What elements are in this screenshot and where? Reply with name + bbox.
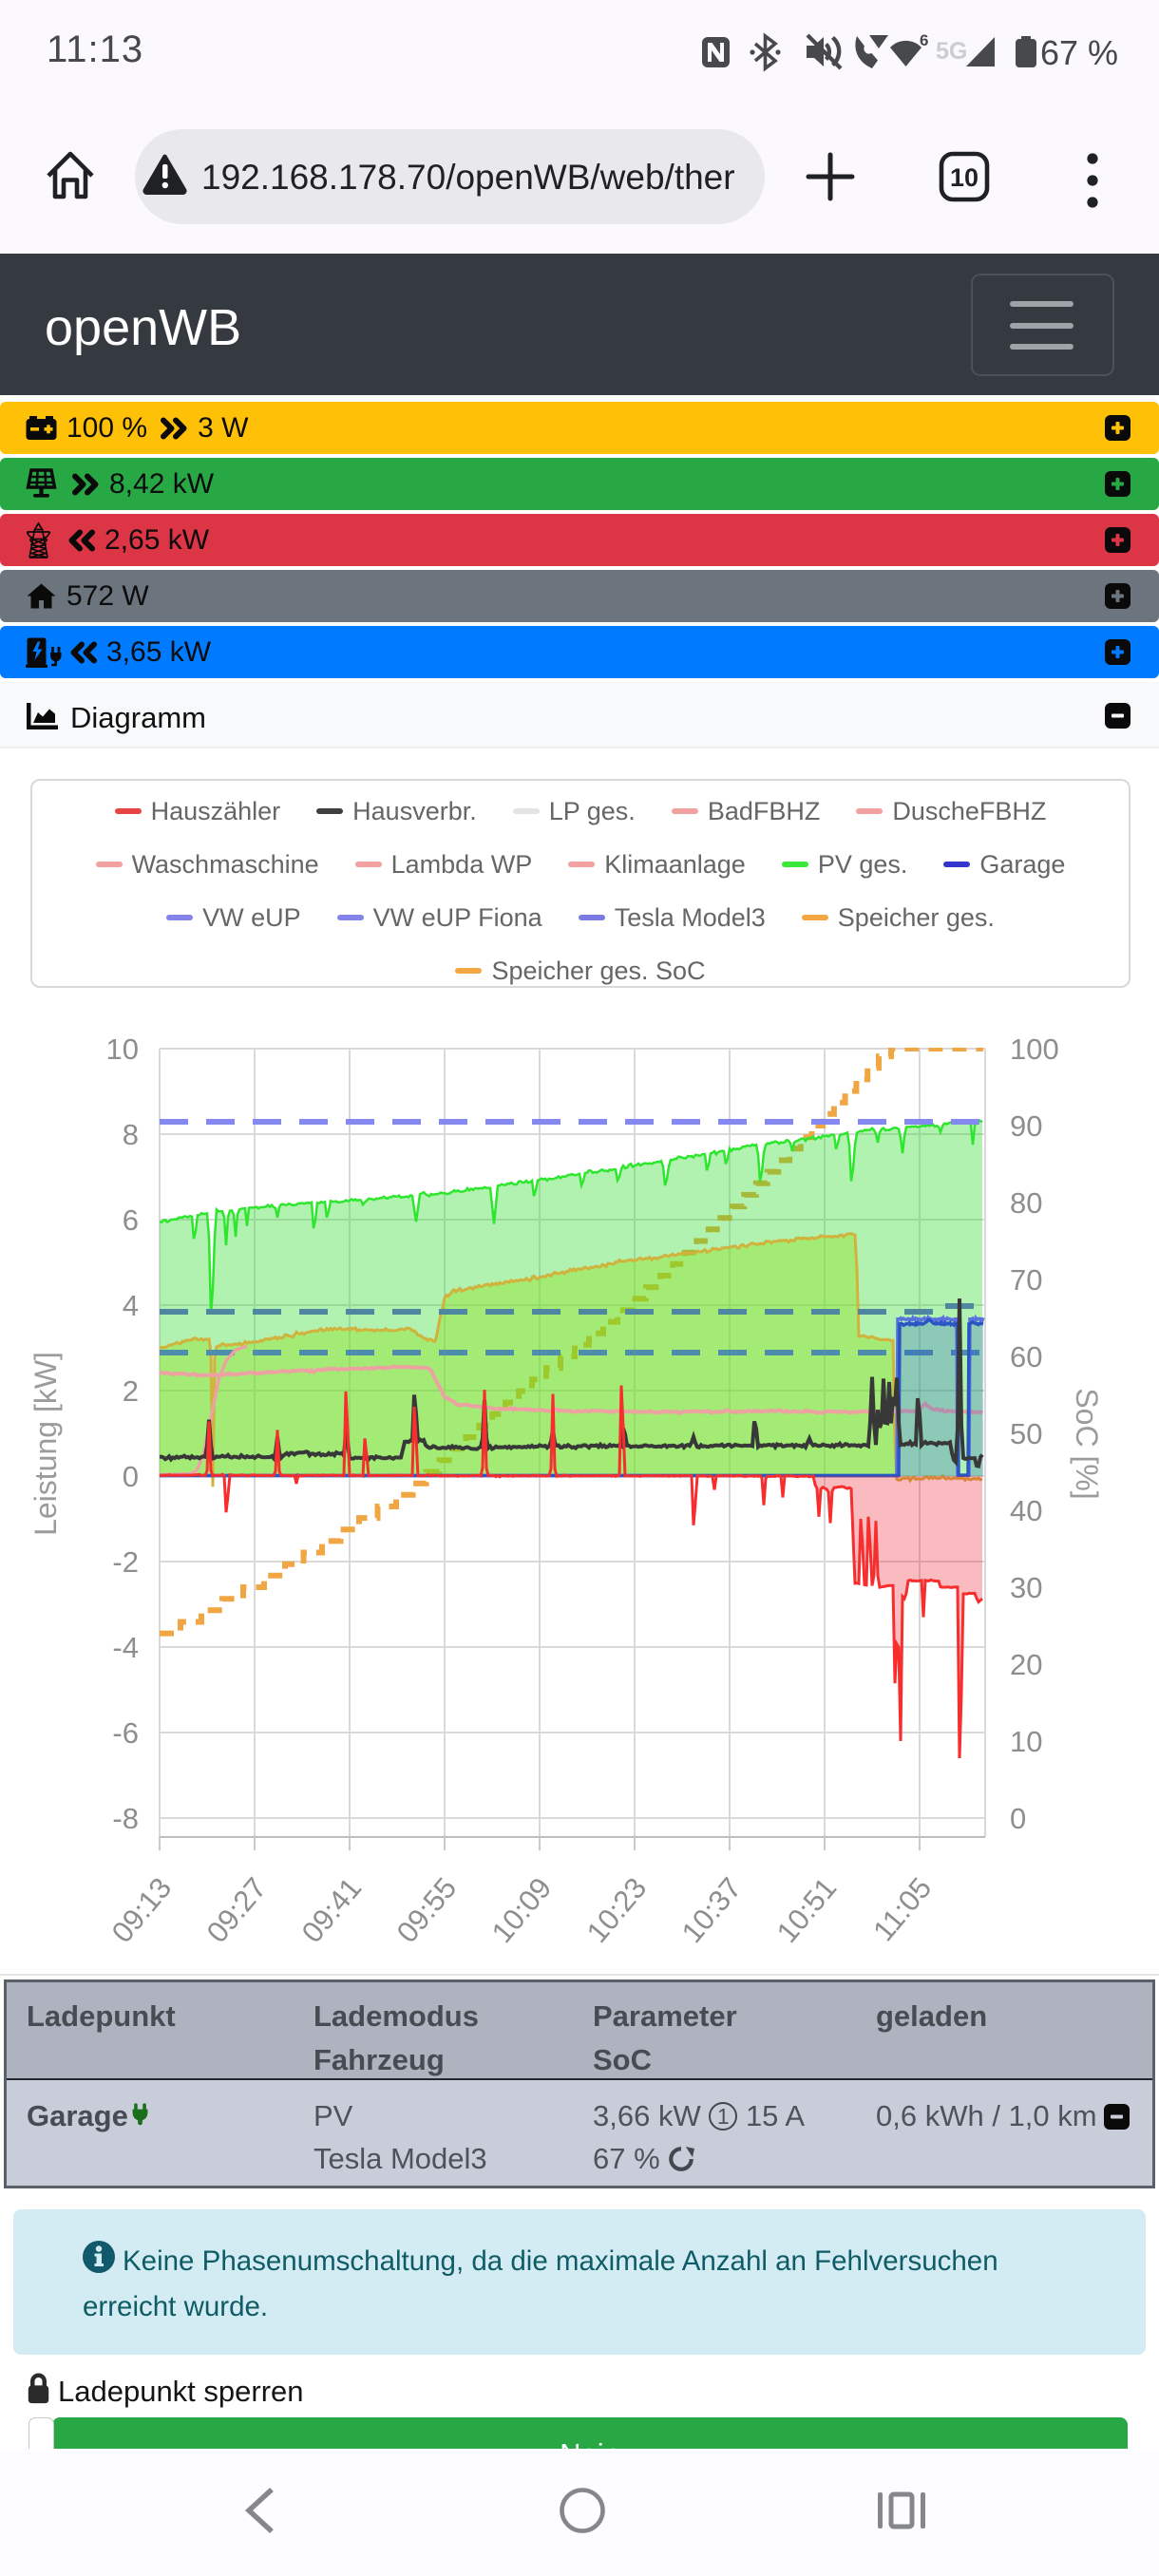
svg-text:60: 60 — [1010, 1340, 1042, 1373]
svg-text:100: 100 — [1010, 1032, 1059, 1066]
svg-text:2: 2 — [123, 1374, 139, 1408]
svg-text:90: 90 — [1010, 1109, 1042, 1143]
svg-text:20: 20 — [1010, 1648, 1042, 1681]
svg-text:-8: -8 — [112, 1802, 139, 1835]
svg-text:50: 50 — [1010, 1417, 1042, 1450]
svg-text:0: 0 — [123, 1460, 139, 1493]
svg-text:09:27: 09:27 — [200, 1871, 274, 1949]
svg-text:09:41: 09:41 — [295, 1871, 369, 1949]
svg-text:-2: -2 — [112, 1545, 139, 1579]
svg-text:-4: -4 — [112, 1631, 139, 1664]
svg-text:10:09: 10:09 — [485, 1871, 559, 1949]
svg-text:-6: -6 — [112, 1716, 139, 1750]
svg-text:0: 0 — [1010, 1802, 1026, 1835]
svg-text:10:23: 10:23 — [580, 1871, 654, 1949]
svg-text:6: 6 — [920, 31, 928, 49]
svg-text:40: 40 — [1010, 1494, 1042, 1527]
svg-text:10:51: 10:51 — [770, 1871, 844, 1949]
svg-text:10:37: 10:37 — [675, 1871, 749, 1949]
svg-text:Leistung [kW]: Leistung [kW] — [28, 1352, 63, 1536]
svg-text:30: 30 — [1010, 1571, 1042, 1604]
svg-text:67 %: 67 % — [1040, 33, 1118, 72]
svg-text:5G: 5G — [936, 38, 967, 65]
svg-text:11:05: 11:05 — [866, 1871, 938, 1947]
svg-text:192.168.178.70/openWB/web/ther: 192.168.178.70/openWB/web/ther — [201, 158, 735, 197]
svg-text:10: 10 — [1010, 1725, 1042, 1758]
svg-text:SoC [%]: SoC [%] — [1070, 1388, 1104, 1499]
svg-text:09:13: 09:13 — [105, 1871, 179, 1949]
svg-text:6: 6 — [123, 1203, 139, 1237]
svg-text:10: 10 — [106, 1032, 139, 1066]
svg-text:70: 70 — [1010, 1263, 1042, 1297]
svg-text:80: 80 — [1010, 1186, 1042, 1220]
svg-text:4: 4 — [123, 1289, 139, 1322]
svg-text:10: 10 — [950, 163, 978, 192]
svg-text:8: 8 — [123, 1118, 139, 1151]
svg-text:09:55: 09:55 — [390, 1871, 464, 1949]
